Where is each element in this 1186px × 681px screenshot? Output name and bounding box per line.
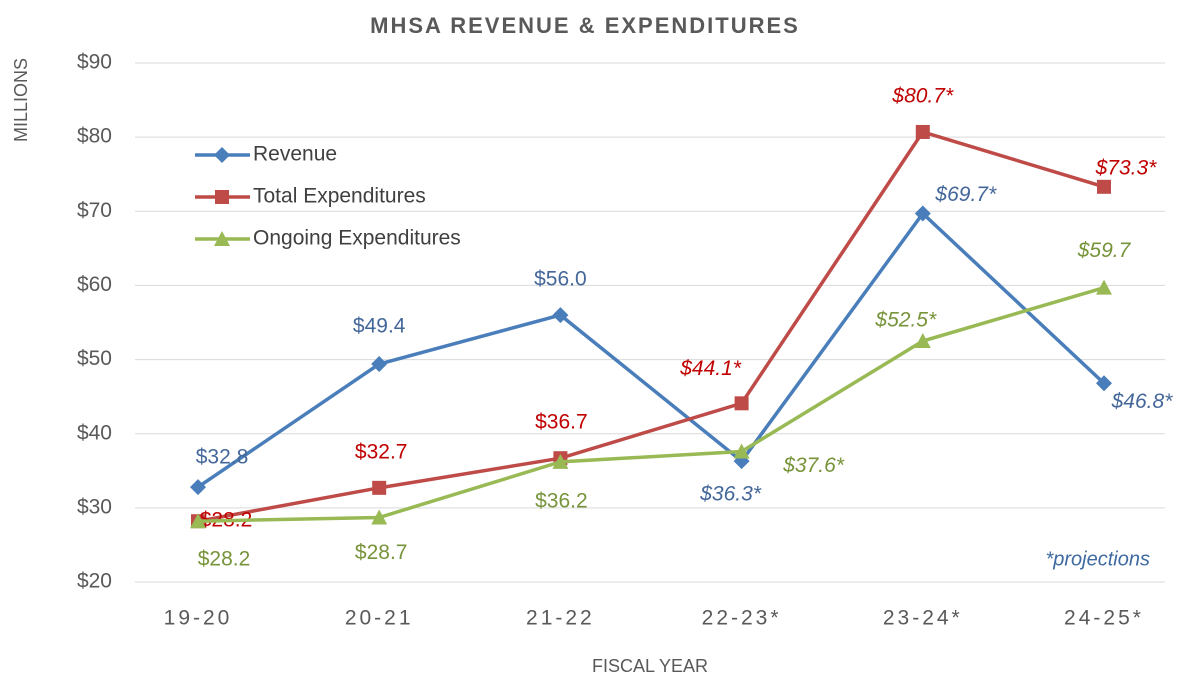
marker bbox=[371, 356, 388, 373]
data-label: $49.4 bbox=[353, 315, 406, 338]
x-tick-label: 24-25* bbox=[1064, 607, 1144, 630]
marker bbox=[1096, 375, 1112, 392]
series: $28.2 $28.7 $36.2 $37.6* $52.5* $59.7 bbox=[190, 239, 1132, 571]
marker bbox=[372, 480, 387, 495]
y-tick-label: $80 bbox=[77, 125, 112, 148]
series-line bbox=[197, 210, 1106, 489]
x-axis-label: FISCAL YEAR bbox=[592, 656, 708, 676]
marker bbox=[733, 443, 750, 459]
data-label: $56.0 bbox=[534, 268, 587, 291]
marker bbox=[215, 190, 229, 204]
data-label: $37.6* bbox=[782, 454, 845, 477]
y-tick-label: $50 bbox=[77, 347, 112, 370]
y-tick-label: $20 bbox=[77, 570, 112, 593]
annotation: *projections bbox=[1045, 548, 1150, 570]
data-label: $52.5* bbox=[874, 309, 937, 332]
y-tick-label: $30 bbox=[77, 495, 112, 518]
marker bbox=[214, 147, 230, 163]
data-label: $73.3* bbox=[1095, 156, 1158, 179]
legend-label: Ongoing Expenditures bbox=[253, 227, 461, 250]
data-label: $80.7* bbox=[891, 84, 954, 107]
marker bbox=[734, 396, 749, 411]
x-tick-label: 22-23* bbox=[702, 607, 782, 630]
y-axis-label: MILLIONS bbox=[11, 58, 31, 142]
x-tick-label: 19-20 bbox=[164, 607, 233, 630]
x-tick-label: 21-22 bbox=[526, 607, 595, 630]
data-label: $28.7 bbox=[355, 541, 408, 564]
data-label: $36.2 bbox=[535, 489, 588, 512]
data-label: $36.7 bbox=[535, 411, 588, 434]
data-label: $32.8 bbox=[196, 446, 249, 469]
marker bbox=[214, 231, 230, 246]
series: $32.8 $49.4 $56.0 $36.3* $69.7* $46.8* bbox=[190, 183, 1173, 506]
marker bbox=[914, 205, 931, 222]
data-label: $46.8* bbox=[1111, 390, 1174, 413]
marker bbox=[914, 333, 931, 349]
legend-label: Revenue bbox=[253, 143, 337, 166]
marker bbox=[190, 513, 206, 529]
marker bbox=[1097, 179, 1111, 194]
data-label: $69.7* bbox=[934, 183, 997, 206]
marker bbox=[371, 509, 388, 525]
data-label: $32.7 bbox=[355, 440, 408, 463]
series-line bbox=[197, 129, 1105, 523]
data-label: $36.3* bbox=[699, 483, 762, 506]
x-tick-label: 23-24* bbox=[883, 607, 963, 630]
legend-label: Total Expenditures bbox=[253, 185, 426, 208]
y-tick-label: $70 bbox=[77, 199, 112, 222]
y-tick-label: $90 bbox=[77, 51, 112, 74]
marker bbox=[552, 307, 569, 324]
y-tick-label: $40 bbox=[77, 421, 112, 444]
series-line bbox=[197, 285, 1105, 523]
chart-title: MHSA REVENUE & EXPENDITURES bbox=[370, 13, 800, 38]
data-label: $44.1* bbox=[679, 357, 742, 380]
marker bbox=[1096, 279, 1112, 295]
marker bbox=[190, 479, 206, 496]
marker bbox=[552, 453, 569, 469]
y-tick-label: $60 bbox=[77, 273, 112, 296]
data-label: $28.2 bbox=[198, 548, 251, 571]
data-label: $59.7 bbox=[1077, 239, 1132, 262]
x-tick-label: 20-21 bbox=[345, 607, 414, 630]
marker bbox=[915, 124, 930, 139]
